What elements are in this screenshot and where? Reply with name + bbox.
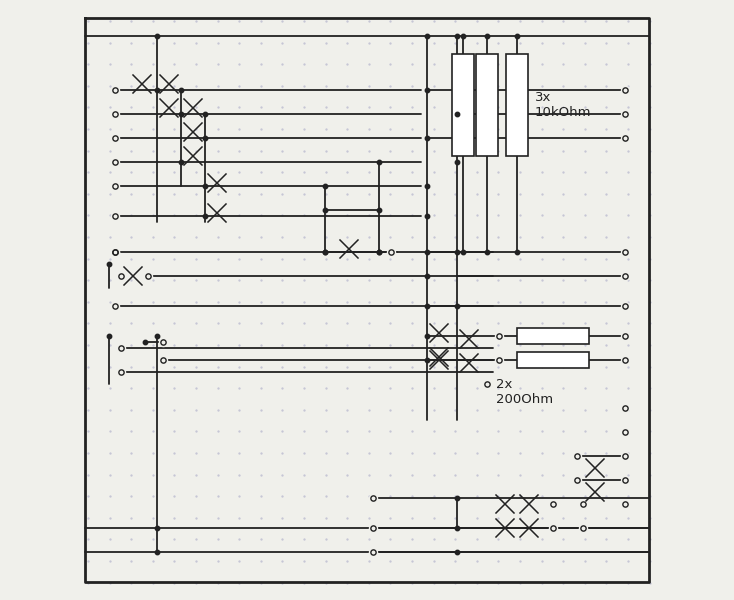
Bar [506,54,528,156]
Bar [476,54,498,156]
Text: 2x
200Ohm: 2x 200Ohm [496,378,553,406]
Bar [451,54,474,156]
Text: 3x
10kOhm: 3x 10kOhm [535,91,592,119]
Bar [517,328,589,344]
Bar [517,352,589,368]
